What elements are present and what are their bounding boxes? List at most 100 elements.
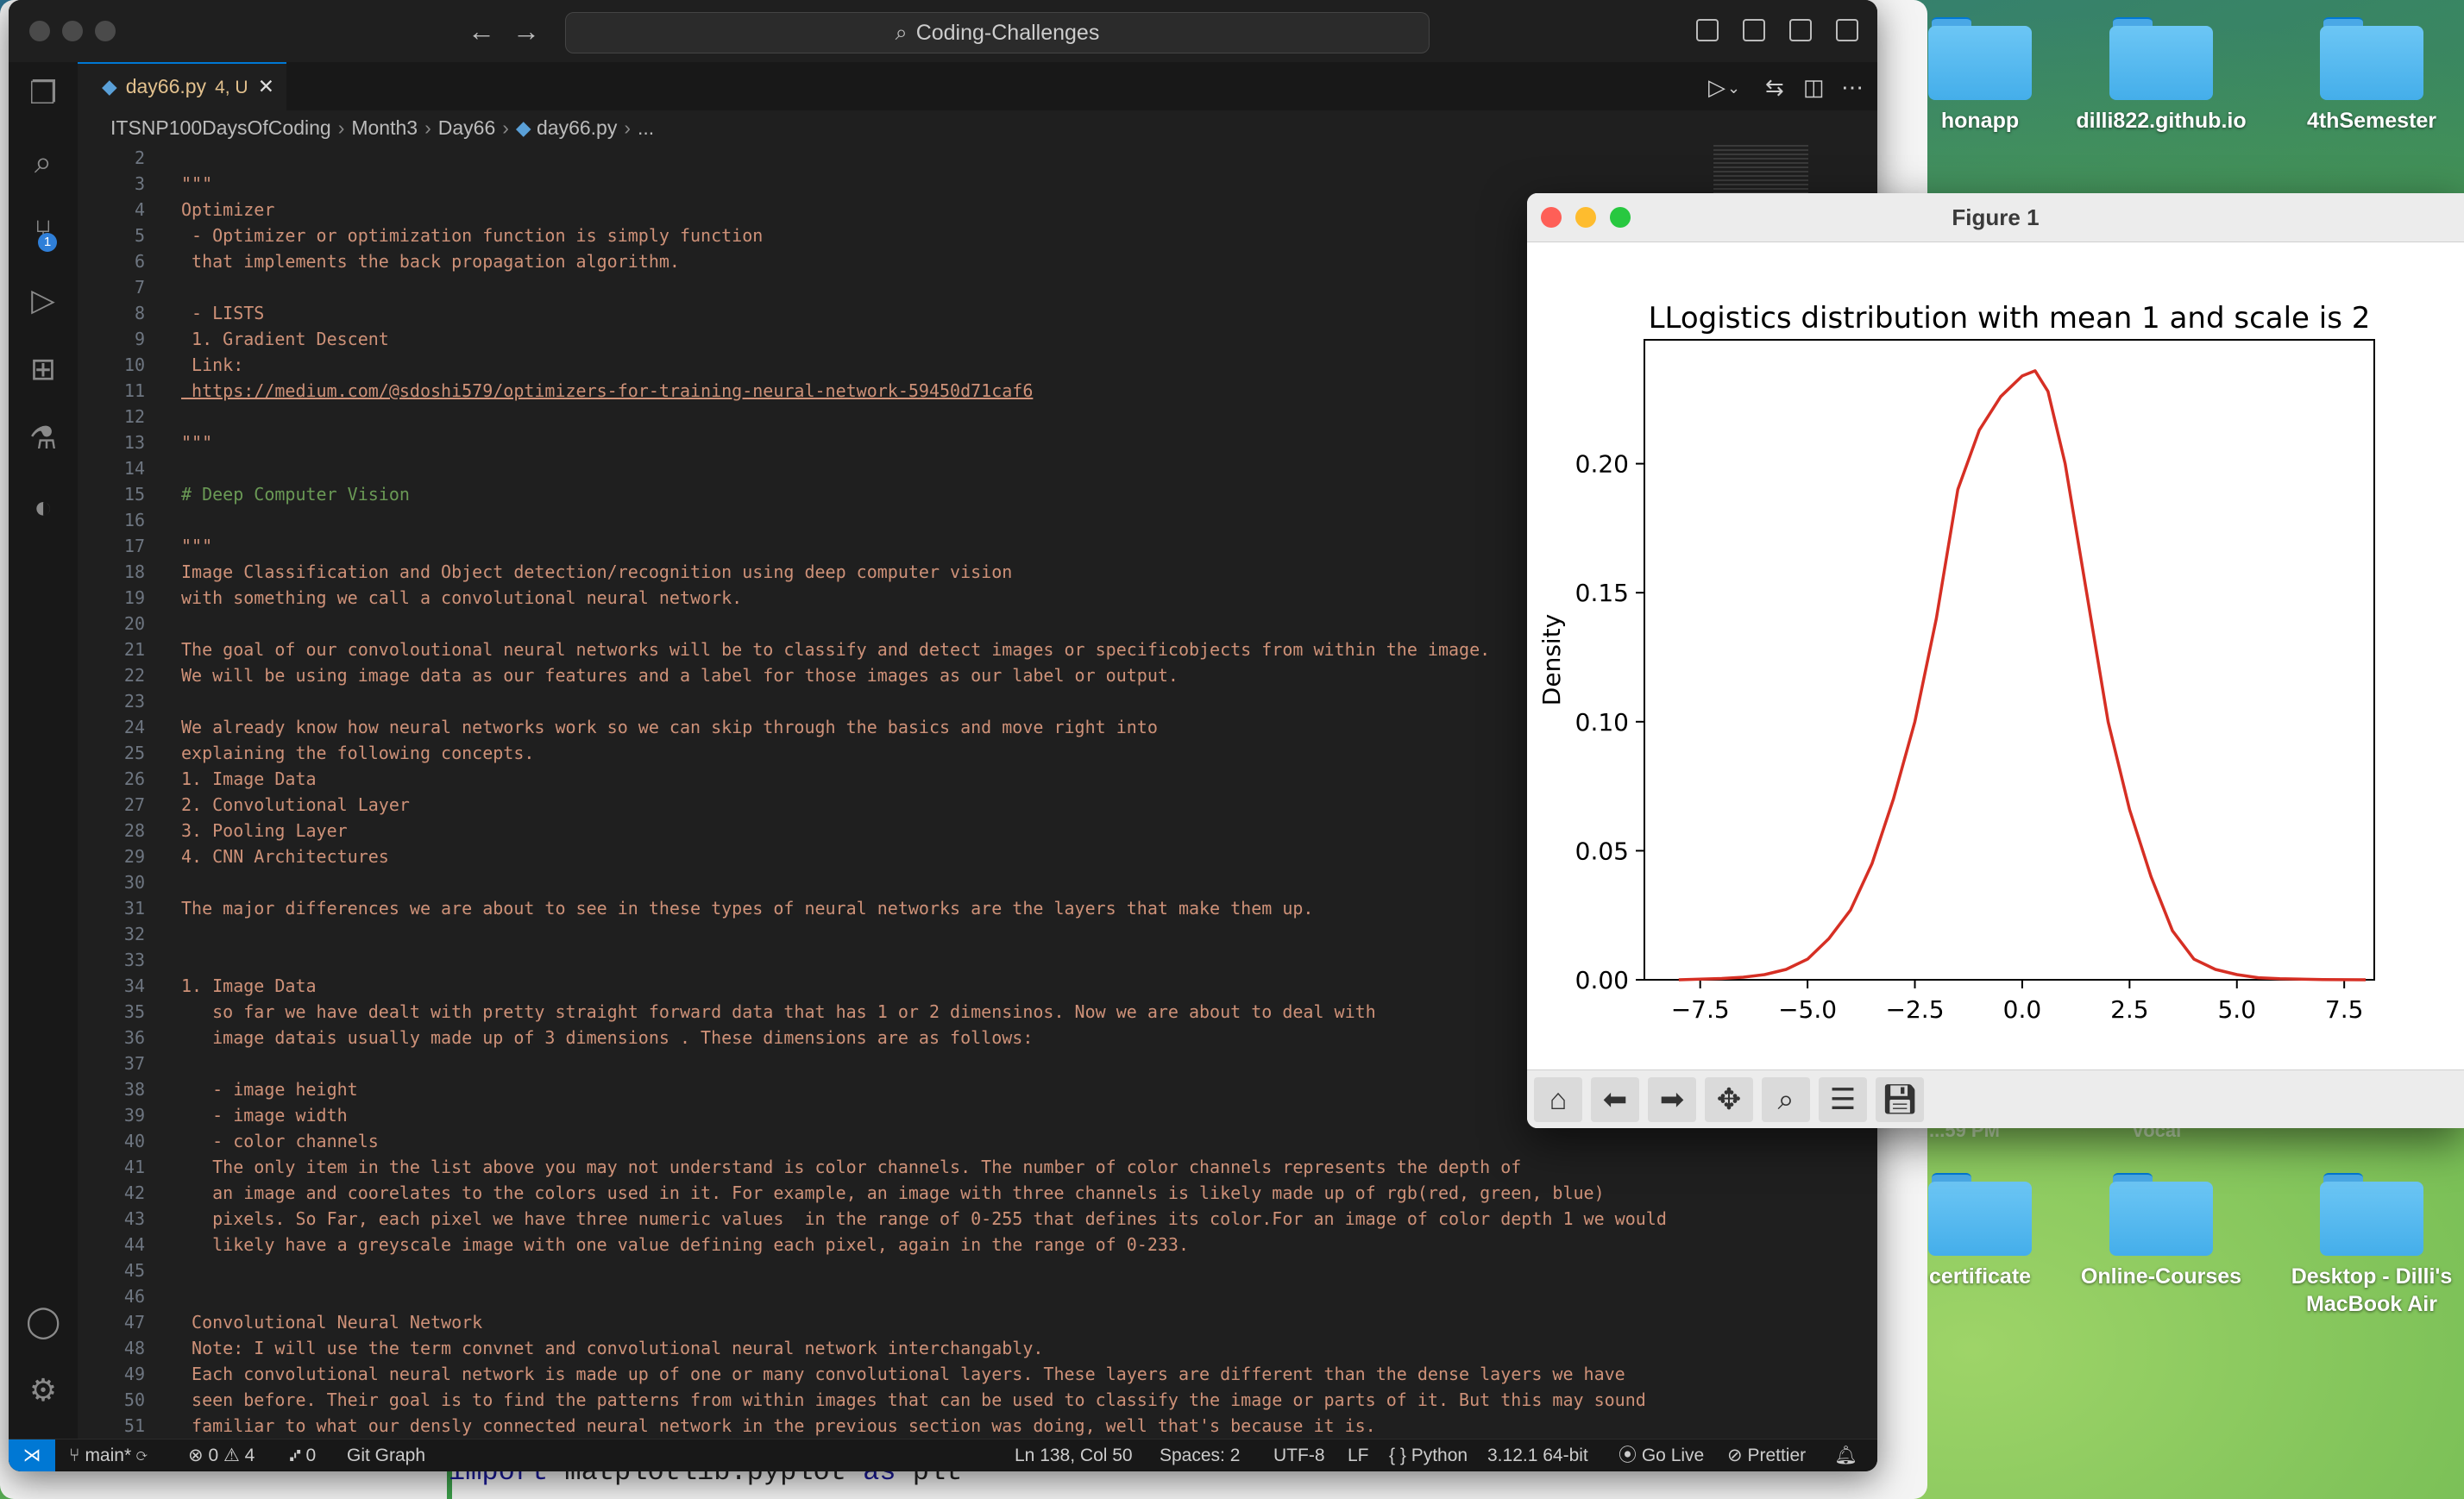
- toggle-panel-icon[interactable]: [1743, 19, 1765, 41]
- git-graph-status[interactable]: Git Graph: [347, 1446, 426, 1465]
- desktop-folder-dilli822[interactable]: dilli822.github.io: [2062, 17, 2260, 135]
- notifications-bell-icon[interactable]: 🔔︎: [1834, 1446, 1857, 1465]
- code-line[interactable]: 25 explaining the following concepts.: [78, 740, 1760, 766]
- toggle-secondary-sidebar-icon[interactable]: [1789, 19, 1812, 41]
- code-line[interactable]: 31 The major differences we are about to …: [78, 895, 1760, 921]
- more-actions-icon[interactable]: ⋯: [1841, 74, 1864, 100]
- code-line[interactable]: 16: [78, 507, 1760, 533]
- window-minimize-button[interactable]: [1575, 207, 1596, 228]
- indentation-status[interactable]: Spaces: 2: [1160, 1446, 1241, 1465]
- code-line[interactable]: 15 # Deep Computer Vision: [78, 481, 1760, 507]
- split-editor-icon[interactable]: ◫: [1803, 74, 1825, 100]
- code-line[interactable]: 39 - image width: [78, 1102, 1760, 1128]
- code-line[interactable]: 18 Image Classification and Object detect…: [78, 559, 1760, 585]
- testing-icon[interactable]: ⚗: [28, 420, 58, 455]
- back-icon[interactable]: ⬅: [1591, 1077, 1639, 1122]
- code-line[interactable]: 48 Note: I will use the term convnet and…: [78, 1335, 1760, 1361]
- code-line[interactable]: 20: [78, 611, 1760, 637]
- code-line[interactable]: 43 pixels. So Far, each pixel we have th…: [78, 1206, 1760, 1232]
- code-line[interactable]: 14: [78, 455, 1760, 481]
- code-line[interactable]: 23: [78, 688, 1760, 714]
- code-line[interactable]: 26 1. Image Data: [78, 766, 1760, 792]
- code-line[interactable]: 19 with something we call a convolutional…: [78, 585, 1760, 611]
- code-line[interactable]: 13 """: [78, 430, 1760, 455]
- desktop-folder-4thsemester[interactable]: 4thSemester: [2272, 17, 2464, 135]
- breadcrumb-item[interactable]: ...: [638, 116, 655, 139]
- breadcrumb-item[interactable]: Month3: [351, 116, 418, 139]
- code-line[interactable]: 50 seen before. Their goal is to find th…: [78, 1387, 1760, 1413]
- code-line[interactable]: 45: [78, 1258, 1760, 1283]
- code-line[interactable]: 28 3. Pooling Layer: [78, 818, 1760, 844]
- code-line[interactable]: 4 Optimizer: [78, 197, 1760, 223]
- code-line[interactable]: 29 4. CNN Architectures: [78, 844, 1760, 869]
- close-icon[interactable]: ✕: [257, 75, 274, 97]
- window-close-button[interactable]: [1541, 207, 1562, 228]
- code-line[interactable]: 46: [78, 1283, 1760, 1309]
- code-line[interactable]: 6 that implements the back propagation a…: [78, 248, 1760, 274]
- code-line[interactable]: 11 https://medium.com/@sdoshi579/optimiz…: [78, 378, 1760, 404]
- code-line[interactable]: 36 image datais usually made up of 3 dim…: [78, 1025, 1760, 1051]
- code-line[interactable]: 2: [78, 145, 1760, 171]
- window-minimize-button[interactable]: [62, 21, 83, 41]
- toggle-primary-sidebar-icon[interactable]: [1696, 19, 1719, 41]
- code-line[interactable]: 49 Each convolutional neural network is …: [78, 1361, 1760, 1387]
- chevron-down-icon[interactable]: ⌄: [1727, 79, 1741, 97]
- window-zoom-button[interactable]: [1610, 207, 1631, 228]
- account-icon[interactable]: ◯: [26, 1303, 61, 1339]
- code-line[interactable]: 40 - color channels: [78, 1128, 1760, 1154]
- minimap[interactable]: [1713, 145, 1808, 197]
- code-line[interactable]: 42 an image and coorelates to the colors…: [78, 1180, 1760, 1206]
- forward-arrow-icon[interactable]: →: [512, 16, 540, 47]
- breadcrumb-item[interactable]: ITSNP100DaysOfCoding: [110, 116, 331, 139]
- code-line[interactable]: 33: [78, 947, 1760, 973]
- code-line[interactable]: 24 We already know how neural networks wo…: [78, 714, 1760, 740]
- breadcrumb-item[interactable]: Day66: [437, 116, 496, 139]
- command-center-search[interactable]: ⌕ Coding-Challenges: [565, 12, 1430, 53]
- code-line[interactable]: 9 1. Gradient Descent: [78, 326, 1760, 352]
- extensions-icon[interactable]: ⊞: [29, 351, 57, 386]
- ports-status[interactable]: ⑇ 0: [290, 1446, 317, 1465]
- back-arrow-icon[interactable]: ←: [468, 16, 495, 47]
- code-line[interactable]: 44 likely have a greyscale image with on…: [78, 1232, 1760, 1258]
- code-line[interactable]: 38 - image height: [78, 1076, 1760, 1102]
- code-line[interactable]: 32: [78, 921, 1760, 947]
- encoding-status[interactable]: UTF-8: [1273, 1446, 1325, 1465]
- code-line[interactable]: 47 Convolutional Neural Network: [78, 1309, 1760, 1335]
- zoom-icon[interactable]: ⌕: [1762, 1077, 1810, 1122]
- configure-icon[interactable]: ☰: [1819, 1077, 1867, 1122]
- eol-status[interactable]: LF: [1348, 1446, 1369, 1465]
- prettier-status[interactable]: ⊘ Prettier: [1727, 1446, 1807, 1465]
- save-icon[interactable]: 💾︎: [1876, 1077, 1924, 1122]
- pan-icon[interactable]: ✥: [1705, 1077, 1753, 1122]
- code-line[interactable]: 7: [78, 274, 1760, 300]
- search-icon[interactable]: ⌕: [34, 144, 53, 179]
- code-line[interactable]: 34 1. Image Data: [78, 973, 1760, 999]
- code-line[interactable]: 30: [78, 869, 1760, 895]
- run-python-icon[interactable]: ▷: [1708, 74, 1725, 100]
- code-line[interactable]: 8 - LISTS: [78, 300, 1760, 326]
- git-branch-status[interactable]: ⑂ main* ⟳: [69, 1446, 148, 1465]
- code-line[interactable]: 21 The goal of our convoloutional neural …: [78, 637, 1760, 662]
- code-line[interactable]: 22 We will be using image data as our fea…: [78, 662, 1760, 688]
- desktop-folder-certificate[interactable]: certificate: [1881, 1173, 2079, 1290]
- cursor-position[interactable]: Ln 138, Col 50: [1015, 1446, 1133, 1465]
- compare-changes-icon[interactable]: ⇆: [1765, 74, 1784, 100]
- go-live-status[interactable]: ⦿ Go Live: [1619, 1446, 1705, 1465]
- code-line[interactable]: 12: [78, 404, 1760, 430]
- code-line[interactable]: 51 familiar to what our densly connected…: [78, 1413, 1760, 1439]
- desktop-folder-honapp[interactable]: honapp: [1881, 17, 2079, 135]
- home-icon[interactable]: ⌂: [1534, 1077, 1582, 1122]
- window-close-button[interactable]: [29, 21, 50, 41]
- figure-canvas[interactable]: LLogistics distribution with mean 1 and …: [1527, 241, 2464, 1069]
- interpreter-status[interactable]: 3.12.1 64-bit: [1487, 1446, 1588, 1465]
- window-zoom-button[interactable]: [95, 21, 116, 41]
- customize-layout-icon[interactable]: [1836, 19, 1858, 41]
- forward-icon[interactable]: ➡: [1648, 1077, 1696, 1122]
- remote-explorer-icon[interactable]: ◐: [34, 489, 53, 524]
- language-mode-status[interactable]: { } Python: [1389, 1446, 1468, 1465]
- desktop-folder-desktop-macbook[interactable]: Desktop - Dilli's MacBook Air: [2272, 1173, 2464, 1318]
- tab-day66-py[interactable]: ◆ day66.py 4, U ✕: [78, 62, 286, 110]
- breadcrumb-item[interactable]: day66.py: [536, 116, 618, 139]
- settings-gear-icon[interactable]: ⚙: [28, 1372, 58, 1408]
- run-debug-icon[interactable]: ▷: [31, 282, 55, 317]
